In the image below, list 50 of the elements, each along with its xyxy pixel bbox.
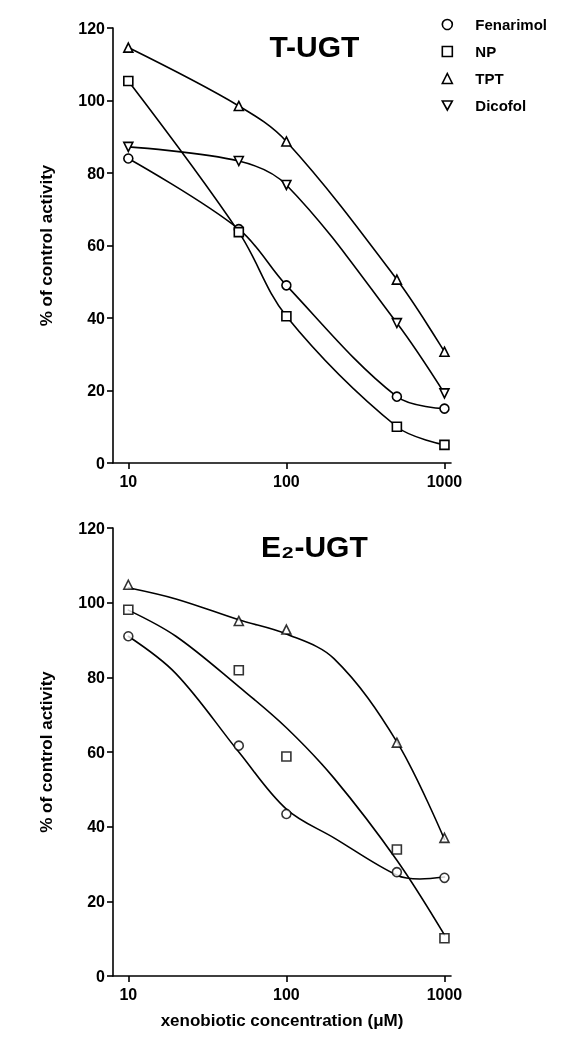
x-axis-title: xenobiotic concentration (μM)	[160, 1011, 404, 1030]
y-axis-title: % of control activity	[37, 670, 56, 833]
point	[281, 280, 292, 291]
point	[439, 388, 450, 399]
y-tick-label: 100	[78, 594, 106, 612]
point	[281, 310, 292, 322]
x-tick-label: 100	[273, 985, 300, 1003]
point	[439, 346, 450, 358]
point	[123, 630, 134, 642]
x-tick-label: 1000	[426, 985, 463, 1003]
x-tick-label: 10	[119, 472, 138, 490]
point	[123, 604, 134, 616]
point	[123, 153, 134, 164]
point	[281, 179, 292, 191]
x-tick-label: 1000	[426, 472, 463, 490]
legend-label: TPT	[475, 70, 504, 87]
point	[281, 751, 292, 762]
y-tick-label: 60	[87, 743, 106, 761]
point	[439, 403, 450, 414]
point	[123, 75, 134, 87]
y-tick-label: 60	[87, 237, 106, 254]
chart-title: T-UGT	[269, 29, 360, 63]
chart-title: E₂-UGT	[261, 529, 368, 563]
point	[123, 141, 134, 153]
y-tick-label: 0	[96, 454, 106, 472]
point	[281, 136, 292, 147]
point	[439, 832, 450, 844]
y-tick-label: 40	[87, 818, 106, 836]
y-axis-title: % of control activity	[37, 164, 56, 327]
x-tick-label: 100	[273, 472, 300, 490]
x-tick-label: 10	[119, 985, 138, 1003]
y-tick-label: 100	[78, 92, 106, 109]
point	[439, 932, 450, 944]
y-tick-label: 0	[96, 967, 106, 985]
point	[439, 872, 450, 884]
point	[281, 624, 292, 635]
point	[439, 439, 450, 451]
y-tick-label: 120	[78, 519, 106, 537]
y-tick-label: 20	[87, 382, 106, 399]
point	[123, 42, 134, 53]
point	[281, 808, 292, 820]
point	[123, 579, 134, 591]
y-tick-label: 40	[87, 309, 106, 327]
y-tick-label: 120	[78, 19, 106, 37]
legend-label: Dicofol	[475, 97, 527, 114]
legend-label: NP	[475, 43, 497, 60]
y-tick-label: 20	[87, 892, 106, 910]
y-tick-label: 80	[87, 668, 106, 686]
y-tick-label: 80	[87, 164, 106, 182]
legend-label: Fenarimol	[475, 16, 548, 33]
